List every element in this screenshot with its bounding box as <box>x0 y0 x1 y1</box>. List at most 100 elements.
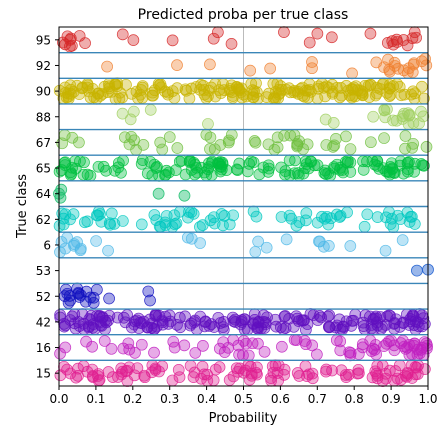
x-tick-label: 0.9 <box>382 392 401 406</box>
data-point <box>61 30 74 43</box>
data-point <box>213 158 226 170</box>
data-point <box>283 209 296 222</box>
data-point <box>87 296 100 309</box>
data-point <box>81 215 94 228</box>
data-point <box>216 158 229 171</box>
series-16 <box>54 333 433 362</box>
data-point <box>371 155 384 168</box>
data-point <box>399 142 411 155</box>
data-point <box>72 286 85 299</box>
y-tick-label: 6 <box>43 238 51 252</box>
data-point <box>269 313 282 326</box>
data-point <box>148 323 160 336</box>
data-point <box>368 344 381 356</box>
data-point <box>407 85 419 98</box>
data-point <box>417 110 430 123</box>
data-point <box>371 211 384 223</box>
y-tick-label: 64 <box>36 187 51 201</box>
data-point <box>291 367 304 379</box>
data-point <box>352 363 365 376</box>
data-point <box>396 234 409 247</box>
y-axis-ticks: 95 92 90 88 67 65 64 62 6 53 52 42 16 15 <box>36 33 59 381</box>
data-point <box>92 209 104 222</box>
data-point <box>197 79 210 92</box>
data-point <box>95 215 108 228</box>
data-point <box>364 79 377 91</box>
data-point <box>120 78 132 91</box>
data-point <box>171 142 184 154</box>
x-tick-label: 0.0 <box>49 392 68 406</box>
data-point <box>104 218 117 231</box>
data-point <box>327 141 339 153</box>
data-point <box>306 56 318 68</box>
data-point <box>411 264 423 277</box>
data-point <box>350 80 362 93</box>
data-point <box>334 91 346 104</box>
data-point <box>306 62 318 75</box>
data-point <box>365 136 377 149</box>
data-point <box>242 359 255 372</box>
data-point <box>394 213 407 225</box>
data-point <box>208 321 220 333</box>
data-point <box>112 371 124 383</box>
data-point <box>339 369 352 381</box>
data-point <box>406 32 419 45</box>
data-point <box>335 89 348 102</box>
data-point <box>260 241 273 254</box>
data-point <box>389 365 402 377</box>
data-point <box>197 340 209 352</box>
data-point <box>262 166 275 178</box>
data-point <box>271 77 284 90</box>
data-point <box>358 220 371 233</box>
data-point <box>344 240 357 252</box>
data-point <box>307 309 320 321</box>
data-point <box>130 85 143 98</box>
data-point <box>380 337 393 350</box>
data-point <box>320 139 333 151</box>
data-point <box>171 59 183 71</box>
data-point <box>247 156 260 169</box>
data-point <box>303 78 316 90</box>
data-point <box>129 347 141 359</box>
data-point <box>66 39 78 52</box>
data-point <box>401 157 414 169</box>
data-point <box>265 372 277 385</box>
x-tick-label: 0.4 <box>197 392 216 406</box>
data-point <box>337 320 349 333</box>
data-point <box>359 79 371 92</box>
data-point <box>397 316 409 329</box>
data-point <box>371 372 384 385</box>
data-point <box>262 159 275 172</box>
data-point <box>204 131 217 144</box>
x-tick-label: 0.6 <box>271 392 290 406</box>
data-point <box>351 367 364 380</box>
data-point <box>127 105 140 118</box>
data-point <box>232 365 244 378</box>
data-point <box>359 309 372 321</box>
data-point <box>293 370 306 382</box>
data-point <box>179 83 192 96</box>
data-point <box>244 64 257 77</box>
data-point <box>340 130 352 143</box>
data-point <box>306 372 319 385</box>
data-point <box>150 214 163 226</box>
data-point <box>174 321 187 334</box>
data-point <box>323 321 335 334</box>
data-point <box>408 337 421 350</box>
data-point <box>160 164 173 177</box>
data-point <box>267 366 280 379</box>
data-point <box>306 367 319 380</box>
data-point <box>92 160 105 173</box>
data-point <box>123 138 136 151</box>
data-point <box>339 155 352 168</box>
data-point <box>202 163 214 176</box>
data-point <box>419 363 431 375</box>
data-point <box>357 155 369 168</box>
data-point <box>123 343 136 356</box>
data-point <box>322 167 335 180</box>
data-point <box>162 86 174 99</box>
data-point <box>187 207 200 220</box>
data-point <box>322 218 335 231</box>
data-point <box>340 80 353 92</box>
